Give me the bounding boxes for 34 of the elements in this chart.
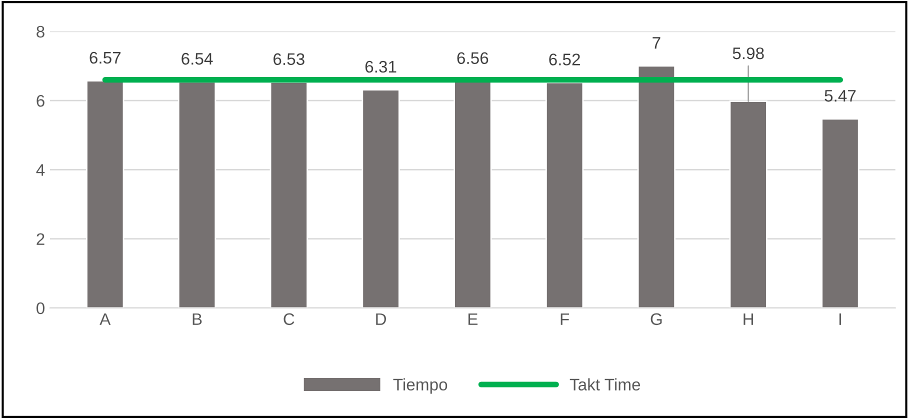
data-label: 6.56 [457,52,488,64]
bar [362,89,400,308]
data-label: 6.52 [549,54,580,66]
x-tick-label: C [284,313,294,326]
legend-label: Takt Time [570,378,640,391]
y-tick-label: 0 [36,302,44,314]
bar [637,65,676,308]
bar [545,82,584,308]
bar [821,118,860,308]
x-tick-label: A [100,313,111,325]
x-tick-label: H [744,313,754,325]
data-label: 6.57 [90,52,121,64]
x-tick-label: D [376,313,386,325]
bar [729,100,768,308]
bar [454,80,492,308]
data-label: 6.54 [182,52,213,65]
x-tick-label: E [468,313,478,325]
data-label: 5.47 [824,90,856,102]
x-tick-label: I [839,313,842,325]
data-label: 5.98 [732,47,764,60]
y-tick-label: 4 [36,164,45,176]
y-tick-label: 6 [36,94,44,107]
data-label: 6.53 [274,53,304,66]
x-tick-label: G [650,313,662,326]
bar [178,81,216,308]
bar [86,80,124,308]
data-label: 7 [652,37,660,49]
legend-label: Tiempo [393,378,448,394]
data-label: 6.31 [365,60,396,73]
x-tick-label: B [192,313,202,325]
y-tick-label: 2 [36,233,44,245]
bar [270,82,308,308]
x-tick-label: F [560,313,569,325]
y-tick-label: 8 [36,26,44,38]
